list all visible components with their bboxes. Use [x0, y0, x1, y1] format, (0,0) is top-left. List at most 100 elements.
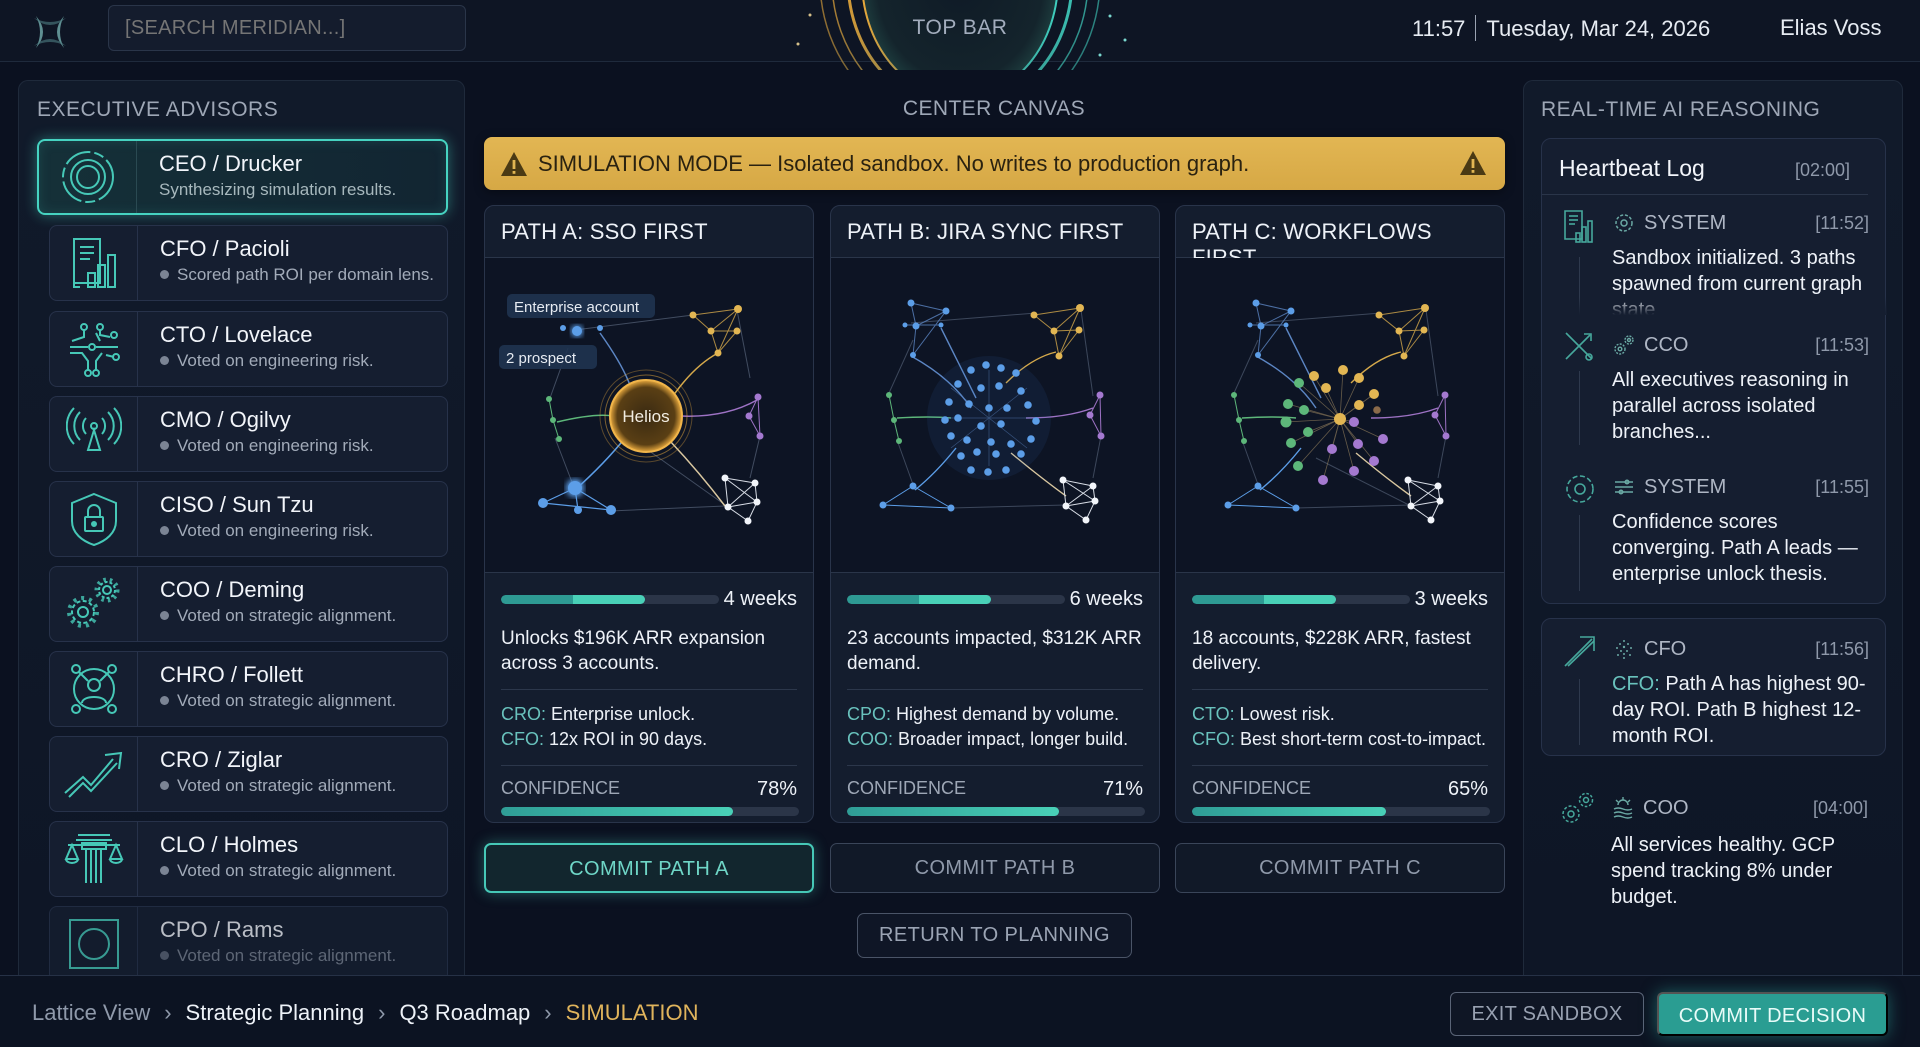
- vote-line: CTO: Lowest risk.: [1192, 702, 1488, 727]
- log-entry-card[interactable]: CFO [11:56] CFO: Path A has highest 90-d…: [1541, 618, 1886, 756]
- shield-lock-icon: [50, 482, 138, 556]
- advisor-status-text: Voted on engineering risk.: [177, 521, 374, 540]
- panel-title: EXECUTIVE ADVISORS: [37, 98, 279, 121]
- advisor-cpo[interactable]: CPO / Rams Voted on strategic alignment.: [49, 906, 448, 982]
- advisor-name: CTO / Lovelace: [160, 322, 313, 347]
- logo-icon[interactable]: [30, 12, 70, 52]
- timeline-line: [1579, 371, 1580, 445]
- log-entry: CCO [11:53] All executives reasoning in …: [1542, 329, 1887, 459]
- duration-bar: [501, 594, 719, 604]
- gears-icon: [1614, 335, 1634, 355]
- advisor-chro[interactable]: CHRO / Follett Voted on strategic alignm…: [49, 651, 448, 727]
- log-header: Heartbeat Log [02:00]: [1542, 139, 1868, 195]
- square-circle-icon: [50, 907, 138, 981]
- knowledge-graph-c[interactable]: [1176, 258, 1504, 573]
- commit-decision-button[interactable]: COMMIT DECISION: [1657, 992, 1888, 1036]
- panel-title: REAL-TIME AI REASONING: [1541, 98, 1821, 121]
- path-description: 23 accounts impacted, $312K ARR demand.: [847, 628, 1142, 674]
- advisor-name: CEO / Drucker: [159, 151, 303, 176]
- confidence-value: 78%: [756, 778, 797, 800]
- advisor-ceo[interactable]: CEO / Drucker Synthesizing simulation re…: [37, 139, 448, 215]
- advisor-ciso[interactable]: CISO / Sun Tzu Voted on engineering risk…: [49, 481, 448, 557]
- breadcrumb-item[interactable]: Q3 Roadmap: [399, 1000, 531, 1025]
- timeline-line: [1579, 257, 1580, 315]
- log-time: [04:00]: [1812, 797, 1868, 818]
- advisor-status: Voted on strategic alignment.: [160, 776, 396, 796]
- confidence-row: CONFIDENCE 71%: [847, 778, 1143, 801]
- path-description: 18 accounts, $228K ARR, fastest delivery…: [1192, 628, 1471, 674]
- log-message: Sandbox initialized. 3 paths spawned fro…: [1612, 247, 1863, 315]
- bottom-bar: Lattice View › Strategic Planning › Q3 R…: [0, 975, 1920, 1047]
- user-name[interactable]: Elias Voss: [1780, 15, 1882, 40]
- sunrise-waves-icon: [1613, 797, 1633, 819]
- advisor-coo[interactable]: COO / Deming Voted on strategic alignmen…: [49, 566, 448, 642]
- gears-icon: [1562, 792, 1594, 823]
- timeline-line: [1579, 515, 1580, 591]
- pillar-scales-icon: [50, 822, 138, 896]
- gear-icon: [1615, 214, 1633, 232]
- banner-text: SIMULATION MODE — Isolated sandbox. No w…: [538, 150, 1250, 176]
- commit-path-a-button[interactable]: COMMIT PATH A: [484, 843, 814, 893]
- advisor-name: CRO / Ziglar: [160, 747, 283, 772]
- divider: [1192, 765, 1488, 766]
- vote-role: CPO:: [847, 704, 892, 724]
- vote-line: CFO: Best short-term cost-to-impact.: [1192, 727, 1488, 752]
- vote-role: CFO:: [1192, 729, 1235, 749]
- advisor-status-text: Voted on strategic alignment.: [177, 946, 397, 965]
- divider: [501, 689, 797, 690]
- advisor-status-text: Voted on strategic alignment.: [177, 776, 397, 795]
- advisor-clo[interactable]: CLO / Holmes Voted on strategic alignmen…: [49, 821, 448, 897]
- knowledge-graph-a[interactable]: Helios Enterprise account 2 prospect: [485, 258, 813, 573]
- log-source: CFO: [1644, 637, 1687, 660]
- confidence-bar: [1192, 807, 1490, 816]
- breadcrumb-item[interactable]: Lattice View: [32, 1000, 151, 1025]
- warning-icon: [1460, 151, 1486, 175]
- clock: 11:57 Tuesday, Mar 24, 2026: [1412, 15, 1710, 42]
- chevron-right-icon: ›: [164, 1000, 172, 1025]
- advisor-cro[interactable]: CRO / Ziglar Voted on strategic alignmen…: [49, 736, 448, 812]
- heartbeat-log[interactable]: Heartbeat Log [02:00] SYSTEM [11:52] San…: [1541, 138, 1887, 604]
- path-title: PATH A: SSO FIRST: [485, 206, 813, 258]
- breadcrumb-item[interactable]: Strategic Planning: [185, 1000, 365, 1025]
- vote-line: CRO: Enterprise unlock.: [501, 702, 797, 727]
- advisor-status: Voted on engineering risk.: [160, 521, 374, 541]
- path-card-c: PATH C: WORKFLOWS FIRST: [1175, 205, 1505, 823]
- advisor-cfo[interactable]: CFO / Pacioli Scored path ROI per domain…: [49, 225, 448, 301]
- log-role: CFO:: [1612, 673, 1660, 695]
- ledger-chart-icon: [50, 226, 138, 300]
- path-card-a: PATH A: SSO FIRST: [484, 205, 814, 823]
- commit-path-b-button[interactable]: COMMIT PATH B: [830, 843, 1160, 893]
- duration-row: 3 weeks: [1192, 587, 1488, 611]
- return-to-planning-button[interactable]: RETURN TO PLANNING: [857, 913, 1132, 958]
- commit-path-c-button[interactable]: COMMIT PATH C: [1175, 843, 1505, 893]
- advisor-cto[interactable]: CTO / Lovelace Voted on engineering risk…: [49, 311, 448, 387]
- ledger-chart-icon: [1564, 210, 1593, 243]
- graph-label: 2 prospect: [506, 350, 577, 367]
- duration-bar: [1192, 594, 1410, 604]
- advisor-status: Voted on strategic alignment.: [160, 691, 396, 711]
- advisor-status: Voted on strategic alignment.: [160, 606, 396, 626]
- duration-row: 4 weeks: [501, 587, 797, 611]
- status-dot: [160, 866, 169, 875]
- search-input[interactable]: [108, 5, 466, 51]
- advisor-cmo[interactable]: CMO / Ogilvy Voted on engineering risk.: [49, 396, 448, 472]
- log-message-text: Path A has highest 90-day ROI. Path B hi…: [1612, 673, 1866, 747]
- exit-sandbox-button[interactable]: EXIT SANDBOX: [1450, 992, 1644, 1036]
- confidence-bar: [501, 807, 799, 816]
- broadcast-tower-icon: [50, 397, 138, 471]
- log-source: COO: [1643, 796, 1689, 819]
- log-source: SYSTEM: [1644, 475, 1727, 498]
- status-dot: [160, 526, 169, 535]
- knowledge-graph-b[interactable]: [831, 258, 1159, 573]
- advisor-name: CPO / Rams: [160, 917, 284, 942]
- fade-overlay: [1542, 297, 1887, 315]
- path-title: PATH B: JIRA SYNC FIRST: [831, 206, 1159, 258]
- log-message: CFO: Path A has highest 90-day ROI. Path…: [1612, 671, 1871, 749]
- divider: [847, 689, 1143, 690]
- duration-bar: [847, 594, 1065, 604]
- log-message: All executives reasoning in parallel acr…: [1612, 369, 1849, 443]
- log-message: All services healthy. GCP spend tracking…: [1611, 834, 1835, 908]
- duration-label: 4 weeks: [723, 587, 797, 610]
- advisor-status-text: Voted on strategic alignment.: [177, 606, 397, 625]
- divider: [501, 765, 797, 766]
